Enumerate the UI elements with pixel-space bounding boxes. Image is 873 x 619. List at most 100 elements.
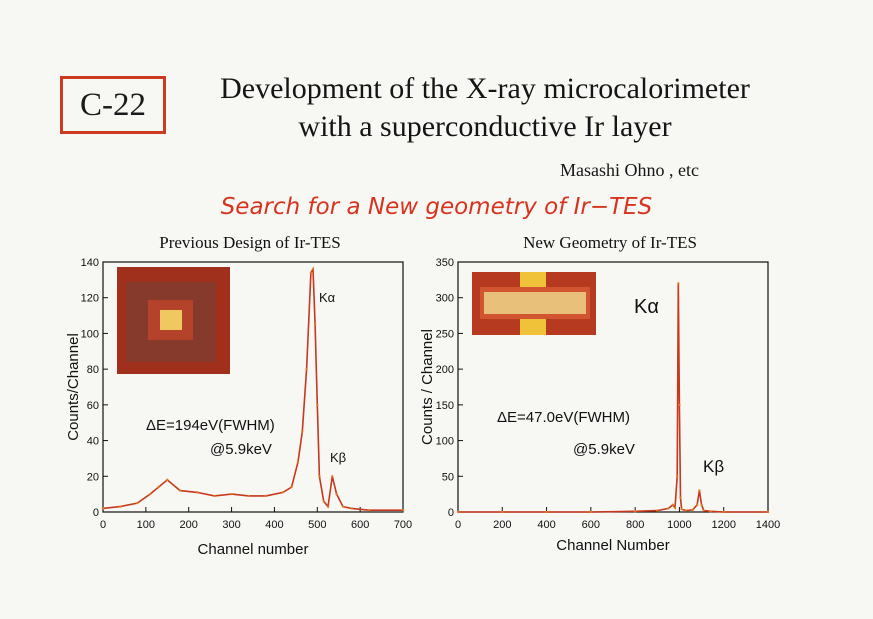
x-tick-label: 0 (100, 519, 106, 531)
energy-label: @5.9keV (573, 441, 635, 458)
k-beta-label: Kβ (703, 457, 724, 476)
data-point (678, 403, 681, 407)
y-axis-label: Counts / Channel (419, 329, 436, 445)
x-axis-label: Channel number (198, 541, 309, 558)
data-point (178, 489, 182, 492)
y-tick-label: 250 (436, 328, 454, 340)
y-tick-label: 50 (442, 471, 454, 483)
data-point (684, 509, 688, 512)
x-tick-label: 600 (351, 519, 369, 531)
x-tick-label: 300 (222, 519, 240, 531)
data-point (148, 492, 152, 496)
resolution-label: ΔE=194eV(FWHM) (146, 417, 275, 434)
data-point (545, 510, 548, 514)
y-tick-label: 120 (81, 293, 99, 305)
author: Masashi Ohno , etc (560, 160, 699, 180)
chart-1-title: Previous Design of Ir-TES (159, 233, 341, 252)
data-point (313, 323, 317, 326)
data-point (290, 485, 293, 489)
data-point (341, 505, 345, 508)
chart-2-title: New Geometry of Ir-TES (523, 233, 697, 252)
data-point (350, 507, 353, 510)
data-point (101, 507, 105, 510)
y-tick-label: 150 (436, 400, 454, 412)
data-point (213, 494, 216, 498)
data-point (318, 475, 321, 478)
resolution-label: ΔE=47.0eV(FWHM) (497, 409, 630, 426)
title-line-2: with a superconductive Ir layer (298, 110, 672, 143)
x-tick-label: 400 (537, 519, 555, 531)
data-point (695, 503, 699, 507)
k-alpha-label: Kα (319, 290, 336, 305)
data-point (702, 509, 705, 512)
data-point (456, 510, 460, 514)
data-point (281, 491, 285, 494)
y-tick-label: 20 (87, 471, 99, 483)
data-point (680, 507, 683, 511)
data-point (671, 503, 674, 507)
data-point (196, 491, 199, 494)
plot-frame (102, 261, 404, 513)
x-tick-label: 400 (265, 519, 283, 531)
subtitle: Search for a New geometry of Ir−TES (220, 194, 653, 220)
x-tick-label: 700 (394, 519, 412, 531)
data-point (157, 485, 160, 489)
x-tick-label: 1400 (756, 519, 780, 531)
y-tick-label: 100 (436, 436, 454, 448)
y-tick-label: 140 (81, 257, 99, 269)
data-point (305, 367, 308, 371)
x-tick-label: 800 (626, 519, 644, 531)
y-tick-label: 0 (448, 507, 454, 519)
energy-label: @5.9keV (210, 441, 272, 458)
tes-photo-2 (472, 272, 596, 335)
data-point (311, 267, 315, 271)
data-point (322, 500, 325, 503)
k-beta-label: Kβ (330, 450, 346, 465)
data-point (326, 505, 330, 508)
x-tick-label: 600 (582, 519, 600, 531)
x-tick-label: 200 (180, 519, 198, 531)
y-tick-label: 100 (81, 328, 99, 340)
tes-photo-1 (117, 267, 230, 374)
data-point (501, 510, 504, 514)
x-tick-label: 200 (493, 519, 511, 531)
data-point (367, 509, 370, 512)
y-tick-label: 80 (87, 364, 99, 376)
data-point (676, 475, 679, 478)
data-point (698, 489, 701, 492)
data-point (589, 510, 593, 514)
data-point (230, 492, 233, 496)
data-point (166, 478, 169, 482)
chart-previous-design: 0 100 200 300 400 500 600 700 0 20 40 60 80 100 120 140… (65, 257, 412, 558)
data-point (722, 510, 725, 514)
chart-new-geometry: 0 200 400 600 800 1000 1200 1400 0 50 100 150 200 250… (419, 257, 780, 554)
data-point (136, 501, 139, 505)
data-point (677, 282, 680, 285)
y-tick-label: 300 (436, 293, 454, 305)
y-tick-label: 350 (436, 257, 454, 269)
y-tick-label: 40 (87, 436, 99, 448)
x-tick-label: 100 (137, 519, 155, 531)
data-point (118, 505, 122, 508)
data-point (296, 460, 300, 464)
series-line (102, 266, 403, 512)
data-point (264, 494, 268, 498)
data-point (766, 510, 770, 514)
data-point (316, 403, 319, 407)
data-point (700, 503, 703, 507)
x-tick-label: 1000 (667, 519, 691, 531)
data-point (247, 494, 250, 498)
data-point (667, 507, 670, 510)
data-point (656, 509, 659, 512)
page-title: Development of the X-ray microcalorimete… (180, 70, 790, 146)
data-point (401, 509, 405, 512)
title-line-1: Development of the X-ray microcalorimete… (220, 72, 750, 105)
x-axis-label: Channel Number (556, 537, 669, 554)
y-tick-label: 60 (87, 400, 99, 412)
x-tick-label: 1200 (711, 519, 735, 531)
data-point (309, 271, 313, 274)
y-tick-label: 0 (93, 507, 99, 519)
y-axis-label: Counts/Channel (65, 333, 82, 441)
session-badge: C-22 (60, 76, 166, 134)
